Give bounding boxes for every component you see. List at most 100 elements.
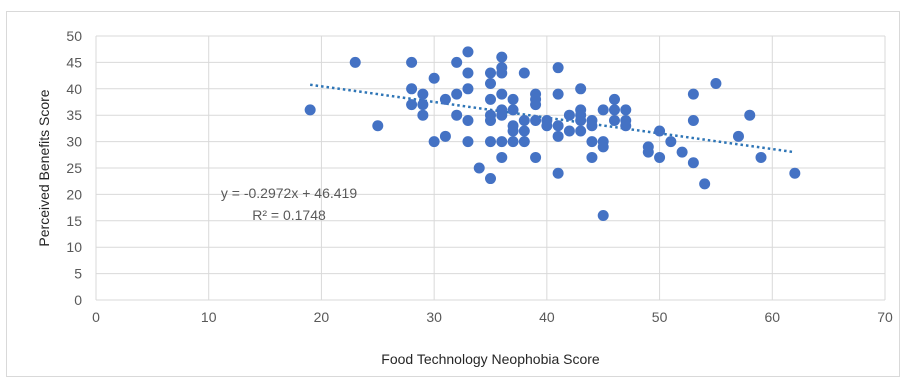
x-tick-labels: 0 10 20 30 40 50 60 70 [92,309,893,325]
data-point [654,151,666,163]
data-point [552,62,564,74]
data-point [755,151,767,163]
data-point [406,56,418,68]
data-point [428,72,440,84]
y-tick-label: 20 [66,186,82,202]
gridlines [95,35,886,301]
data-point [496,109,508,121]
data-point [518,67,530,79]
data-point [417,99,429,111]
data-point [620,120,632,132]
data-point [428,136,440,148]
y-tick-label: 25 [66,160,82,176]
data-point [575,83,587,95]
data-point [518,136,530,148]
data-point [586,120,598,132]
data-point [597,210,609,222]
x-tick-label: 30 [426,309,442,325]
data-point [507,136,519,148]
data-point [608,93,620,105]
data-point [608,114,620,126]
data-point [687,157,699,169]
y-tick-label: 0 [74,292,82,308]
data-point [552,88,564,100]
x-tick-label: 70 [877,309,893,325]
data-point [451,109,463,121]
data-point [687,114,699,126]
y-tick-label: 30 [66,134,82,150]
scatter-chart: 0 10 20 30 40 50 60 70 0 5 10 15 20 25 30 35 40 45 50 y =… [36,28,893,367]
data-point [676,146,688,158]
data-point [518,125,530,137]
data-point [530,151,542,163]
chart-area: 0 10 20 30 40 50 60 70 0 5 10 15 20 25 30 35 40 45 50 y =… [6,11,900,377]
y-tick-labels: 0 5 10 15 20 25 30 35 40 45 50 [66,28,82,308]
trendline [309,83,796,154]
data-point [699,178,711,190]
data-point [496,136,508,148]
data-point [496,88,508,100]
data-point [586,136,598,148]
r-squared-label: R² = 0.1748 [252,207,326,223]
x-tick-label: 40 [539,309,555,325]
data-point [710,78,722,90]
y-tick-label: 45 [66,54,82,70]
data-point [789,167,801,179]
y-axis-title: Perceived Benefits Score [36,89,52,246]
data-point [687,88,699,100]
data-point [496,67,508,79]
data-point [654,125,666,137]
data-points [304,46,801,222]
data-point [541,120,553,132]
data-point [485,114,496,126]
y-tick-label: 15 [66,213,82,229]
data-point [462,136,474,148]
data-point [518,114,530,126]
data-point [552,167,564,179]
data-point [485,78,496,90]
data-point [406,99,418,111]
data-point [462,67,474,79]
data-point [665,136,677,148]
data-point [586,151,598,163]
data-point [597,104,609,116]
data-point [575,125,587,137]
x-tick-label: 60 [764,309,780,325]
y-tick-label: 40 [66,81,82,97]
data-point [417,109,429,121]
y-tick-label: 50 [66,28,82,44]
x-tick-label: 0 [92,309,100,325]
data-point [451,88,463,100]
x-tick-label: 10 [201,309,217,325]
data-point [485,93,496,105]
data-point [552,130,564,142]
trendline-group [309,83,796,154]
data-point [496,51,508,63]
data-point [608,104,620,116]
x-axis-title: Food Technology Neophobia Score [381,351,600,367]
data-point [349,56,361,68]
data-point [439,93,451,105]
data-point [552,120,564,132]
data-point [462,46,474,58]
data-point [744,109,756,121]
data-point [507,125,519,137]
data-point [597,141,609,153]
data-point [462,83,474,95]
data-point [406,83,418,95]
data-point [304,104,316,116]
data-point [485,136,496,148]
data-point [575,114,587,126]
data-point [439,130,451,142]
data-point [530,99,542,111]
y-tick-label: 10 [66,239,82,255]
y-tick-label: 35 [66,107,82,123]
data-point [620,104,632,116]
data-point [462,114,474,126]
data-point [642,146,654,158]
data-point [507,104,519,116]
data-point [473,162,485,174]
data-point [417,88,429,100]
x-tick-label: 50 [652,309,668,325]
data-point [507,93,519,105]
